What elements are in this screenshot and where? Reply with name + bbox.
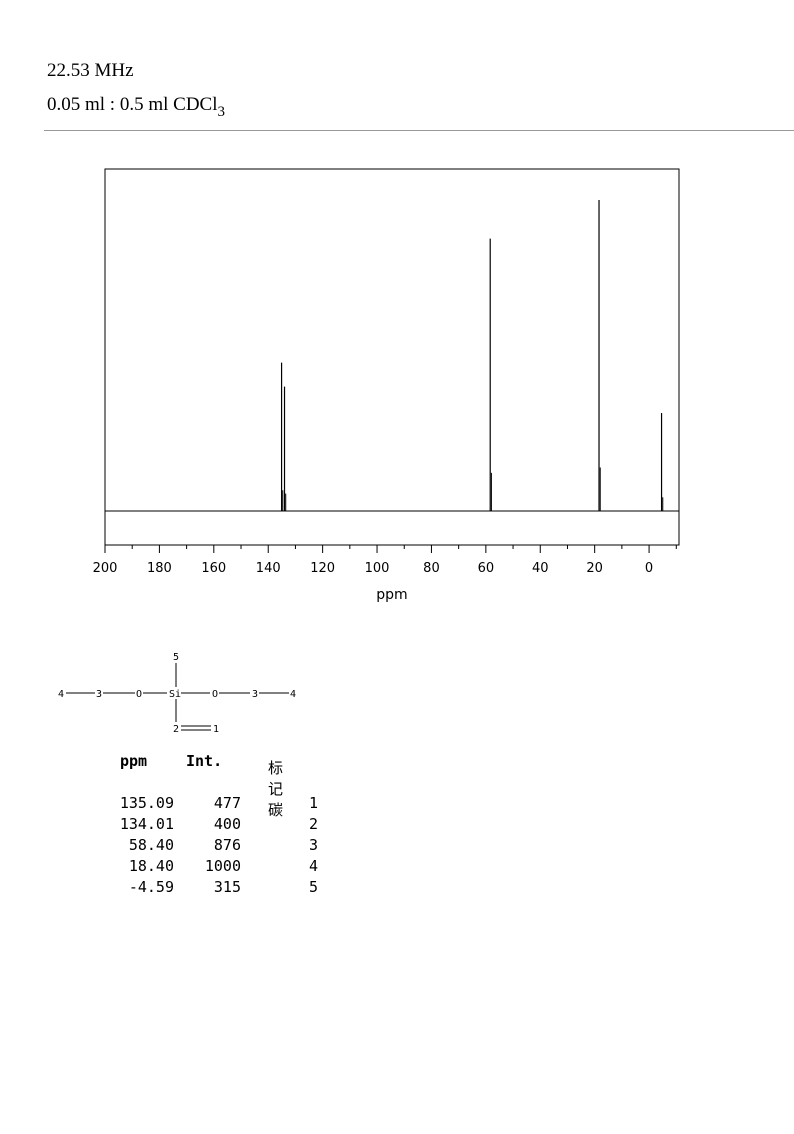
column-header-assignment: 标记碳 <box>268 759 284 819</box>
cell-ppm: -4.59 <box>128 878 174 896</box>
x-tick-label: 180 <box>147 561 172 576</box>
cell-intensity: 1000 <box>204 857 241 875</box>
table-row: 135.09 477 1 <box>100 794 330 815</box>
atom-label: 4 <box>290 689 296 700</box>
sample-solvent: 0.05 ml : 0.5 ml CDCl3 <box>47 94 225 121</box>
atom-label: O <box>212 689 218 700</box>
plot-frame <box>104 168 680 546</box>
table-row: 58.40 876 3 <box>100 836 330 857</box>
x-tick-label: 80 <box>423 561 440 576</box>
spectrum-peaks <box>280 200 664 511</box>
cell-ppm: 18.40 <box>128 857 174 875</box>
cell-assignment: 2 <box>308 815 318 833</box>
atom-label: 3 <box>96 689 102 700</box>
column-header-ppm: ppm <box>120 752 148 770</box>
cell-intensity: 315 <box>213 878 241 896</box>
table-row: -4.59 315 5 <box>100 878 330 899</box>
atom-label: 5 <box>173 652 179 663</box>
x-tick-label: 120 <box>310 561 335 576</box>
cell-ppm: 58.40 <box>128 836 174 854</box>
table-row: 18.40 1000 4 <box>100 857 330 878</box>
x-tick-label: 60 <box>478 561 495 576</box>
cell-ppm: 134.01 <box>119 815 174 833</box>
x-tick-label: 40 <box>532 561 549 576</box>
atom-label: Si <box>169 689 181 700</box>
x-tick-label: 140 <box>256 561 281 576</box>
x-tick-label: 160 <box>201 561 226 576</box>
x-tick-label: 100 <box>365 561 390 576</box>
cell-assignment: 4 <box>308 857 318 875</box>
atom-label: 2 <box>173 724 179 735</box>
column-header-intensity: Int. <box>186 752 223 770</box>
cell-intensity: 477 <box>213 794 241 812</box>
solvent-text: 0.05 ml : 0.5 ml CDCl <box>47 94 218 115</box>
x-tick-label: 200 <box>93 561 118 576</box>
x-axis-ticks: 200 180 160 140 120 100 80 60 40 20 0 <box>93 545 677 576</box>
x-tick-label: 0 <box>645 561 653 576</box>
atom-label: O <box>136 689 142 700</box>
nmr-spectrum-chart: 200 180 160 140 120 100 80 60 40 20 0 ppm <box>93 168 680 603</box>
table-row: 134.01 400 2 <box>100 815 330 836</box>
cell-assignment: 3 <box>308 836 318 854</box>
atom-label: 4 <box>58 689 64 700</box>
cell-assignment: 1 <box>308 794 318 812</box>
solvent-subscript: 3 <box>217 104 226 120</box>
cell-assignment: 5 <box>308 878 318 896</box>
cell-intensity: 400 <box>213 815 241 833</box>
spectrometer-frequency: 22.53 MHz <box>47 60 134 81</box>
cell-ppm: 135.09 <box>119 794 174 812</box>
x-tick-label: 20 <box>586 561 603 576</box>
atom-label: 3 <box>252 689 258 700</box>
cell-intensity: 876 <box>213 836 241 854</box>
x-axis-label: ppm <box>376 587 407 603</box>
atom-label: 1 <box>213 724 219 735</box>
header-divider <box>44 130 794 131</box>
